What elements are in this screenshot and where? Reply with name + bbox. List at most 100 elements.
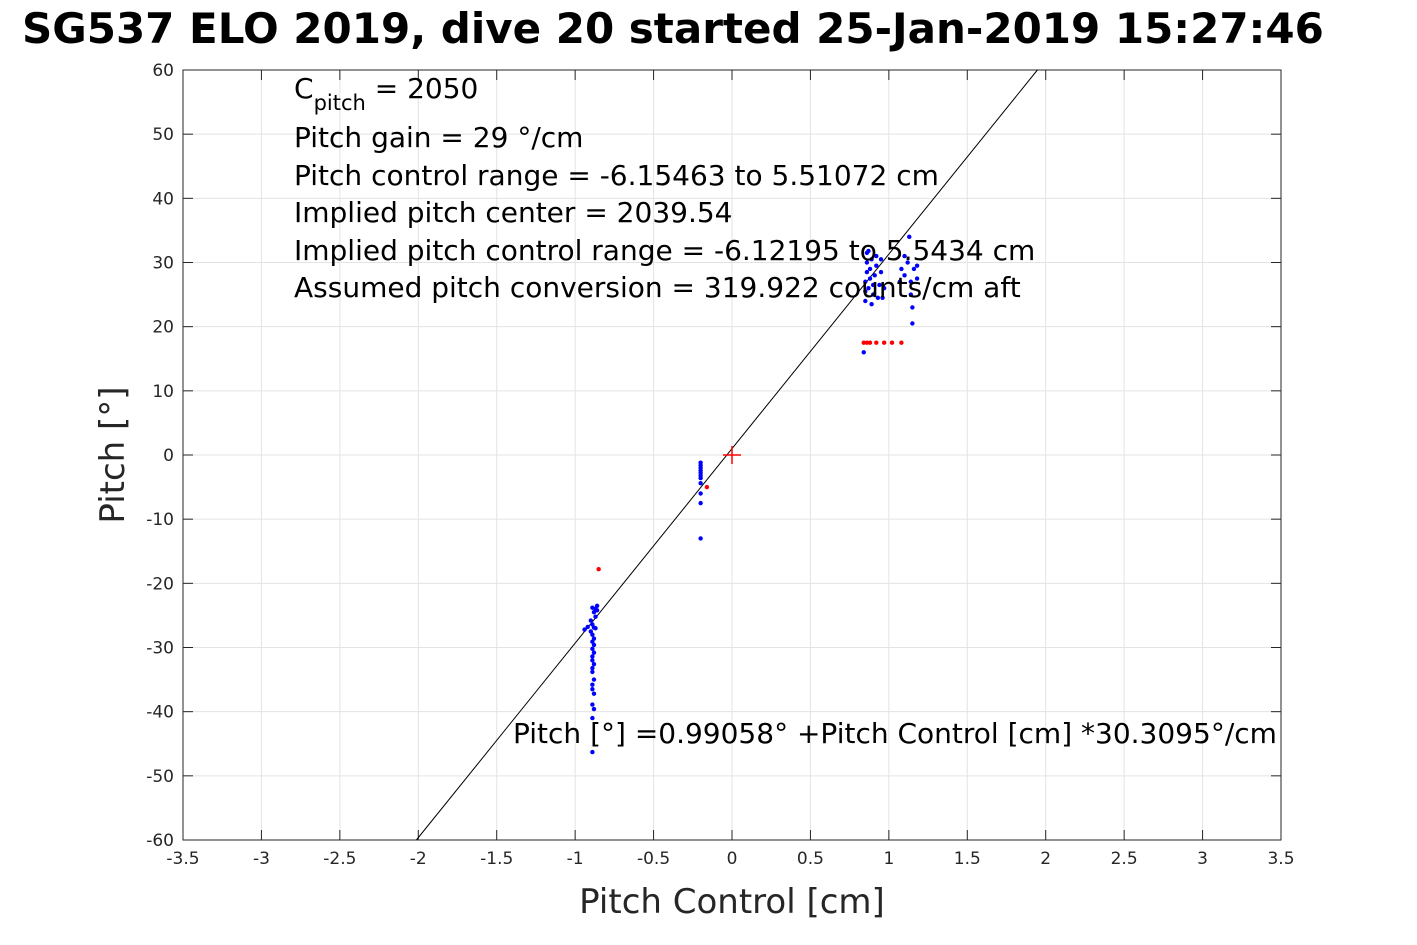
y-tick-label: 40 xyxy=(152,189,174,209)
data-points xyxy=(582,234,920,755)
blue-data-point xyxy=(591,642,597,648)
blue-data-point xyxy=(869,257,874,262)
y-tick-label: 50 xyxy=(152,125,174,145)
blue-data-point xyxy=(880,295,885,300)
x-tick-label: -2.5 xyxy=(323,849,356,869)
plot-area xyxy=(415,69,1038,841)
blue-data-point xyxy=(907,234,912,240)
y-tick-label: 0 xyxy=(163,446,174,466)
blue-data-point xyxy=(590,682,595,687)
y-tick-label: 30 xyxy=(152,254,174,274)
blue-data-point xyxy=(864,269,870,275)
blue-data-point xyxy=(866,285,871,291)
x-tick-label: -3.5 xyxy=(166,849,199,869)
blue-data-point xyxy=(874,253,879,259)
blue-data-point xyxy=(870,292,876,297)
blue-data-point xyxy=(902,253,907,259)
x-tick-label: 3 xyxy=(1197,849,1208,869)
blue-data-point xyxy=(594,608,600,613)
blue-data-point xyxy=(869,302,874,307)
y-tick-label: -10 xyxy=(146,510,174,530)
y-tick-label: 10 xyxy=(152,382,174,402)
blue-data-point xyxy=(863,279,868,284)
blue-data-point xyxy=(864,260,870,265)
red-data-point xyxy=(899,340,904,345)
blue-data-point xyxy=(698,475,703,481)
axis-ticks xyxy=(182,69,1282,841)
cpitch-value: = 2050 xyxy=(366,72,479,105)
blue-data-point xyxy=(866,248,871,254)
y-axis-label: Pitch [°] xyxy=(93,386,133,523)
red-data-point xyxy=(867,340,873,345)
blue-data-point xyxy=(861,350,866,355)
implied-pitch-control-range-annotation: Implied pitch control range = -6.12195 t… xyxy=(294,234,1035,267)
x-tick-label: -3 xyxy=(253,849,270,869)
y-tick-labels: -60 -50 -40 -30 -20 -10 0 10 20 30 40 50 60 xyxy=(146,61,174,851)
blue-data-point xyxy=(911,266,917,272)
x-tick-label: -1.5 xyxy=(480,849,513,869)
blue-data-point xyxy=(588,618,594,623)
x-tick-label: 2 xyxy=(1040,849,1051,869)
pitch-conversion-annotation: Assumed pitch conversion = 319.922 count… xyxy=(294,271,1021,304)
blue-data-point xyxy=(590,646,595,651)
x-tick-label: -0.5 xyxy=(637,849,670,869)
blue-data-point xyxy=(863,289,868,294)
blue-data-point xyxy=(591,691,597,696)
blue-data-point xyxy=(698,481,703,486)
blue-data-point xyxy=(591,706,597,712)
x-tick-label: 3.5 xyxy=(1267,849,1294,869)
blue-data-point xyxy=(590,658,595,663)
red-data-point xyxy=(596,567,601,572)
blue-data-point xyxy=(591,650,597,655)
blue-data-point xyxy=(908,292,914,297)
x-tick-label: -1 xyxy=(567,849,584,869)
y-tick-label: -20 xyxy=(146,574,174,594)
blue-data-point xyxy=(590,665,595,671)
blue-data-point xyxy=(908,279,914,284)
blue-data-point xyxy=(593,614,598,619)
blue-data-point xyxy=(905,260,910,265)
blue-data-point xyxy=(877,282,882,288)
x-tick-label: 0.5 xyxy=(797,849,824,869)
blue-data-point xyxy=(914,263,920,268)
red-data-point xyxy=(881,340,887,345)
x-tick-label: 2.5 xyxy=(1111,849,1138,869)
x-tick-label: 0 xyxy=(727,849,738,869)
blue-data-point xyxy=(698,536,703,541)
x-axis-label: Pitch Control [cm] xyxy=(579,882,885,922)
y-tick-label: -60 xyxy=(146,831,174,851)
blue-data-point xyxy=(582,627,587,632)
red-data-point xyxy=(889,340,895,345)
blue-data-point xyxy=(867,266,873,272)
blue-data-point xyxy=(881,285,887,291)
blue-data-point xyxy=(698,500,703,506)
cpitch-annotation: Cpitch = 2050 xyxy=(294,72,478,115)
x-tick-label: 1.5 xyxy=(954,849,981,869)
blue-data-point xyxy=(590,687,595,692)
blue-data-point xyxy=(591,661,597,667)
center-marker xyxy=(723,446,741,464)
blue-data-point xyxy=(870,282,876,288)
blue-data-point xyxy=(899,266,904,272)
blue-data-point xyxy=(698,491,703,496)
blue-data-point xyxy=(590,654,595,659)
red-data-point xyxy=(864,340,870,345)
y-tick-label: -30 xyxy=(146,639,174,659)
x-tick-label: -2 xyxy=(410,849,427,869)
blue-data-point xyxy=(590,715,595,721)
blue-data-point xyxy=(874,263,879,268)
blue-data-point xyxy=(590,669,595,675)
y-tick-label: 20 xyxy=(152,318,174,338)
x-tick-label: 1 xyxy=(883,849,894,869)
y-tick-label: 60 xyxy=(152,61,174,81)
blue-data-point xyxy=(878,257,884,262)
blue-data-point xyxy=(902,273,907,278)
fit-equation-annotation: Pitch [°] =0.99058° +Pitch Control [cm] … xyxy=(513,717,1277,750)
x-tick-labels: -3.5 -3 -2.5 -2 -1.5 -1 -0.5 0 0.5 1 1.5 2 2.5 3 3.5 xyxy=(166,849,1294,869)
y-tick-label: -40 xyxy=(146,703,174,723)
blue-data-point xyxy=(590,632,595,637)
blue-data-point xyxy=(875,295,881,300)
red-data-point xyxy=(874,340,879,345)
red-data-point xyxy=(861,340,866,345)
cpitch-main: C xyxy=(294,72,314,105)
